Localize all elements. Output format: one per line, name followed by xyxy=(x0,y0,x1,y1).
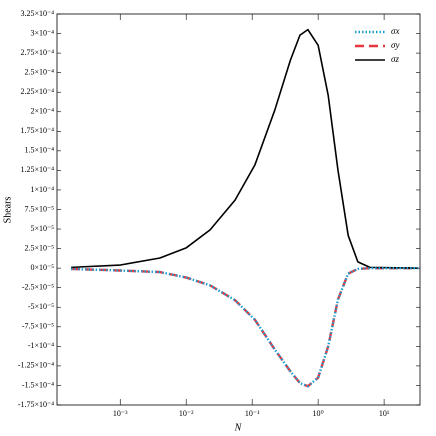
legend-label: σz xyxy=(391,54,399,64)
y-tick-label: 1.75×10⁻⁴ xyxy=(20,126,54,135)
legend-label: σx xyxy=(391,26,399,36)
series-line xyxy=(71,266,419,388)
y-tick-label: 1.5×10⁻⁴ xyxy=(24,146,54,155)
y-tick-label: 2×10⁻⁴ xyxy=(30,107,54,116)
y-tick-label: 1.25×10⁻⁴ xyxy=(20,165,54,174)
y-tick-label: -1.25×10⁻⁴ xyxy=(18,361,54,370)
y-tick-label: -1.5×10⁻⁴ xyxy=(22,380,54,389)
x-tick-label: 10⁰ xyxy=(313,409,324,418)
y-tick-label: 2.5×10⁻⁵ xyxy=(24,243,54,252)
series-line xyxy=(71,28,419,269)
y-tick-label: 2.25×10⁻⁴ xyxy=(20,87,54,96)
x-axis-label: N xyxy=(234,422,243,433)
x-tick-label: 10⁻³ xyxy=(113,409,128,418)
y-tick-label: 2.5×10⁻⁴ xyxy=(24,67,54,76)
y-tick-label: -1×10⁻⁴ xyxy=(28,341,54,350)
y-tick-label: 7.5×10⁻⁵ xyxy=(24,204,54,213)
series-line xyxy=(71,266,419,388)
y-tick-label: -5×10⁻⁵ xyxy=(28,302,54,311)
y-tick-label: -2.5×10⁻⁵ xyxy=(22,283,54,292)
y-axis-label: Shears xyxy=(2,197,13,224)
x-tick-label: 10⁻¹ xyxy=(245,409,260,418)
y-tick-label: -7.5×10⁻⁵ xyxy=(22,322,54,331)
y-tick-label: 0×10⁻⁵ xyxy=(30,263,54,272)
y-tick-label: -1.75×10⁻⁴ xyxy=(18,400,54,409)
y-tick-label: 2.75×10⁻⁴ xyxy=(20,48,54,57)
x-tick-label: 10¹ xyxy=(379,409,390,418)
y-tick-label: 1×10⁻⁴ xyxy=(30,185,54,194)
y-tick-label: 5×10⁻⁵ xyxy=(30,224,54,233)
x-tick-label: 10⁻² xyxy=(179,409,194,418)
legend-label: σy xyxy=(391,40,399,50)
y-tick-label: 3×10⁻⁴ xyxy=(30,28,54,37)
plot-frame xyxy=(56,13,421,406)
y-tick-label: 3.25×10⁻⁴ xyxy=(20,9,54,18)
